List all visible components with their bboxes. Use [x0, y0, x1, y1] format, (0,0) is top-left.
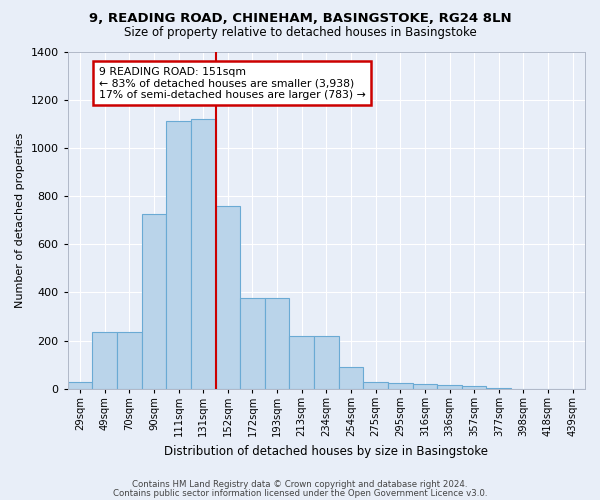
Text: Size of property relative to detached houses in Basingstoke: Size of property relative to detached ho… [124, 26, 476, 39]
Bar [487, 388, 511, 389]
Bar [240, 298, 265, 389]
Bar [388, 383, 413, 389]
Text: Contains HM Land Registry data © Crown copyright and database right 2024.: Contains HM Land Registry data © Crown c… [132, 480, 468, 489]
Bar [142, 214, 166, 389]
Bar [68, 382, 92, 389]
Bar [364, 382, 388, 389]
Bar [338, 367, 364, 389]
Bar [191, 119, 215, 389]
Bar [413, 384, 437, 389]
X-axis label: Distribution of detached houses by size in Basingstoke: Distribution of detached houses by size … [164, 444, 488, 458]
Bar [437, 385, 462, 389]
Bar [314, 336, 338, 389]
Bar [92, 332, 117, 389]
Bar [166, 122, 191, 389]
Text: 9, READING ROAD, CHINEHAM, BASINGSTOKE, RG24 8LN: 9, READING ROAD, CHINEHAM, BASINGSTOKE, … [89, 12, 511, 26]
Bar [265, 298, 289, 389]
Bar [117, 332, 142, 389]
Bar [462, 386, 487, 389]
Bar [289, 336, 314, 389]
Bar [215, 206, 240, 389]
Y-axis label: Number of detached properties: Number of detached properties [15, 132, 25, 308]
Text: 9 READING ROAD: 151sqm
← 83% of detached houses are smaller (3,938)
17% of semi-: 9 READING ROAD: 151sqm ← 83% of detached… [99, 66, 365, 100]
Text: Contains public sector information licensed under the Open Government Licence v3: Contains public sector information licen… [113, 489, 487, 498]
